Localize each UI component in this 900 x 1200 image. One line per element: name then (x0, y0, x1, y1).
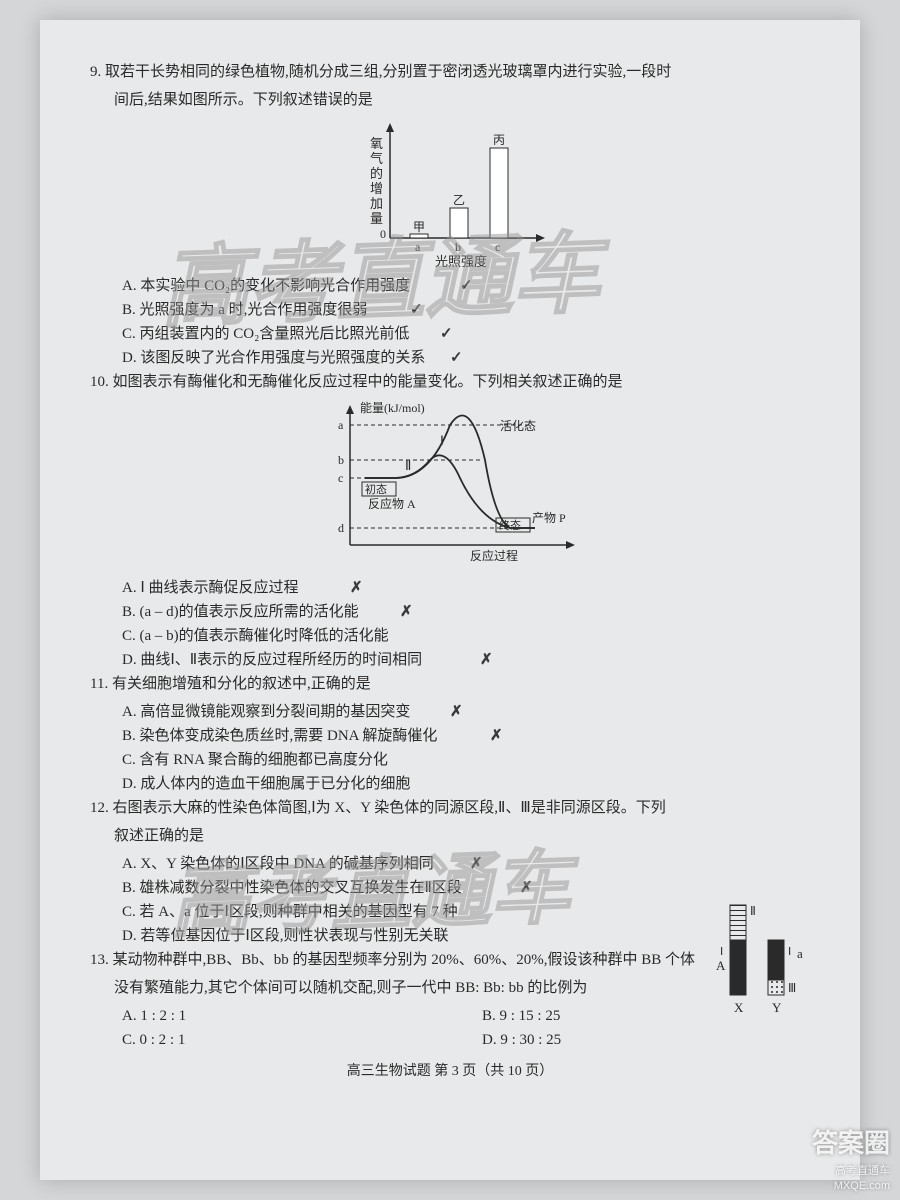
check-icon: ✓ (440, 322, 453, 346)
q10-option-A: A. Ⅰ 曲线表示酶促反应过程✗ (90, 576, 810, 600)
q9-stem-line1: 取若干长势相同的绿色植物,随机分成三组,分别置于密闭透光玻璃罩内进行实验,一段时 (105, 64, 671, 80)
q12-number: 12. (90, 800, 109, 816)
cross-icon: ✗ (480, 648, 493, 672)
q9-option-A: A. 本实验中 CO₂的变化不影响光合作用强度✓ (90, 274, 810, 298)
svg-text:b: b (338, 453, 344, 467)
q9-bar-label-2: 乙 (453, 193, 465, 207)
q9-option-B: B. 光照强度为 a 时,光合作用强度很弱✓ (90, 298, 810, 322)
q13-options-row1: A. 1 : 2 : 1 B. 9 : 15 : 25 (90, 1004, 810, 1028)
exam-page: 9. 取若干长势相同的绿色植物,随机分成三组,分别置于密闭透光玻璃罩内进行实验,… (40, 20, 860, 1180)
corner-sub: 高考直通车 (835, 1162, 890, 1178)
page-footer: 高三生物试题 第 3 页（共 10 页） (90, 1060, 810, 1080)
q9-number: 9. (90, 64, 101, 80)
cross-icon: ✗ (450, 700, 463, 724)
q10-chart: 能量(kJ/mol) a 活化态 b c d Ⅰ Ⅱ 初态 反应物 A 终态 产… (90, 400, 810, 570)
q10-option-D: D. 曲线Ⅰ、Ⅱ表示的反应过程所经历的时间相同✗ (90, 648, 810, 672)
q10-xlabel: 反应过程 (470, 548, 518, 563)
q10-number: 10. (90, 374, 109, 390)
check-icon: ✓ (450, 346, 463, 370)
svg-text:b: b (455, 240, 461, 254)
q13-options-row2: C. 0 : 2 : 1 D. 9 : 30 : 25 (90, 1028, 810, 1052)
q12-stem-line2: 叙述正确的是 (90, 824, 810, 848)
svg-text:加: 加 (370, 196, 383, 211)
svg-text:Ⅰ: Ⅰ (720, 946, 723, 958)
q13-option-C: C. 0 : 2 : 1 (90, 1028, 450, 1052)
q9-xlabel: 光照强度 (435, 254, 487, 268)
cross-icon: ✗ (470, 852, 483, 876)
q12-stem: 12. 右图表示大麻的性染色体简图,Ⅰ为 X、Y 染色体的同源区段,Ⅱ、Ⅲ是非同… (90, 796, 810, 820)
q9-stem: 9. 取若干长势相同的绿色植物,随机分成三组,分别置于密闭透光玻璃罩内进行实验,… (90, 60, 810, 84)
q13-option-B: B. 9 : 15 : 25 (450, 1004, 810, 1028)
svg-text:0: 0 (380, 227, 386, 241)
q11-number: 11. (90, 676, 108, 692)
svg-text:c: c (495, 240, 500, 254)
svg-text:Ⅰ: Ⅰ (788, 946, 791, 958)
svg-text:的: 的 (370, 166, 383, 181)
q11-option-D: D. 成人体内的造血干细胞属于已分化的细胞 (90, 772, 810, 796)
svg-text:c: c (338, 471, 343, 485)
svg-text:a: a (415, 240, 421, 254)
svg-text:增: 增 (370, 181, 383, 196)
svg-text:氧: 氧 (370, 136, 383, 151)
svg-text:d: d (338, 521, 344, 535)
cross-icon: ✗ (520, 876, 533, 900)
q9-stem-line2: 间后,结果如图所示。下列叙述错误的是 (90, 88, 810, 112)
q10-option-B: B. (a – d)的值表示反应所需的活化能✗ (90, 600, 810, 624)
q13-option-A: A. 1 : 2 : 1 (90, 1004, 450, 1028)
svg-text:Ⅰ: Ⅰ (440, 433, 444, 448)
corner-brand: 答案圈 (812, 1123, 890, 1160)
q13-number: 13. (90, 952, 109, 968)
svg-text:a: a (797, 946, 803, 961)
cross-icon: ✗ (490, 724, 503, 748)
svg-text:a: a (338, 418, 344, 432)
q11-option-B: B. 染色体变成染色质丝时,需要 DNA 解旋酶催化✗ (90, 724, 810, 748)
q9-bar-label-1: 甲 (413, 220, 425, 234)
svg-text:Ⅱ: Ⅱ (750, 904, 756, 918)
q12-option-A: A. X、Y 染色体的Ⅰ区段中 DNA 的碱基序列相同✗ (90, 852, 810, 876)
q9-bar-label-3: 丙 (493, 133, 505, 147)
svg-text:终态: 终态 (499, 518, 521, 532)
svg-text:Ⅱ: Ⅱ (405, 458, 411, 473)
q9-chart: 氧 气 的 增 加 量 0 甲 a 乙 b 丙 c 光照强度 (90, 118, 810, 268)
svg-text:量: 量 (370, 211, 383, 226)
check-icon: ✓ (460, 274, 473, 298)
q10-ylabel: 能量(kJ/mol) (360, 401, 425, 415)
svg-text:A: A (716, 958, 726, 973)
q10-reactant: 反应物 A (368, 496, 416, 511)
q11-option-A: A. 高倍显微镜能观察到分裂间期的基因突变✗ (90, 700, 810, 724)
corner-url: MXQE.com (834, 1180, 890, 1192)
svg-text:气: 气 (370, 151, 383, 166)
cross-icon: ✗ (350, 576, 363, 600)
q13-option-D: D. 9 : 30 : 25 (450, 1028, 810, 1052)
svg-text:初态: 初态 (365, 482, 387, 496)
q11-stem: 11. 有关细胞增殖和分化的叙述中,正确的是 (90, 672, 810, 696)
svg-text:Ⅲ: Ⅲ (788, 981, 796, 995)
q10-product: 产物 P (532, 511, 566, 525)
q10-stem: 10. 如图表示有酶催化和无酶催化反应过程中的能量变化。下列相关叙述正确的是 (90, 370, 810, 394)
q9-option-D: D. 该图反映了光合作用强度与光照强度的关系✓ (90, 346, 810, 370)
q10-activated: 活化态 (500, 419, 536, 433)
q12-option-B: B. 雄株减数分裂中性染色体的交叉互换发生在Ⅱ区段✗ (90, 876, 810, 900)
check-icon: ✓ (410, 298, 423, 322)
q9-option-C: C. 丙组装置内的 CO₂含量照光后比照光前低✓ (90, 322, 810, 346)
q11-option-C: C. 含有 RNA 聚合酶的细胞都已高度分化 (90, 748, 810, 772)
cross-icon: ✗ (400, 600, 413, 624)
q10-option-C: C. (a – b)的值表示酶催化时降低的活化能 (90, 624, 810, 648)
